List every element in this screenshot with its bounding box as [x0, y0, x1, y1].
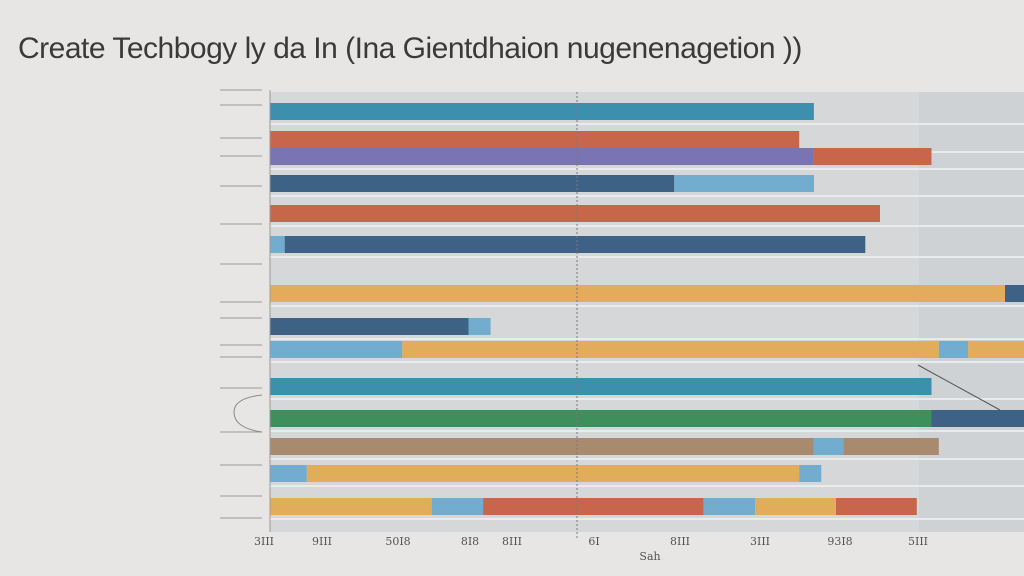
bar-segment — [270, 236, 285, 253]
bar-segment — [270, 285, 1005, 302]
x-tick-label: 8III — [670, 535, 690, 548]
bar-segment — [270, 131, 800, 148]
bar-segment — [483, 498, 704, 515]
bar-segment — [270, 438, 814, 455]
plot-panel-right — [919, 92, 1024, 532]
chart-title: Create Techbogy ly da In (Ina Gientdhaio… — [18, 32, 802, 65]
bar-segment — [270, 318, 469, 335]
bar-segment — [270, 148, 814, 165]
bar-segment — [270, 378, 932, 395]
bar-segment — [270, 465, 307, 482]
x-tick-label: 8III — [502, 535, 522, 548]
bar-segment — [813, 438, 844, 455]
bar-segment — [938, 341, 969, 358]
bar-segment — [284, 236, 866, 253]
x-tick-label: 3III — [254, 535, 274, 548]
x-tick-label: 50I8 — [385, 535, 410, 548]
bar-segment — [843, 438, 939, 455]
bar-segment — [836, 498, 917, 515]
x-tick-label: 5III — [908, 535, 928, 548]
bar-segment — [270, 498, 432, 515]
annotation-bracket — [233, 394, 263, 433]
x-tick-label: 8I8 — [461, 535, 479, 548]
bar-segment — [931, 410, 1024, 427]
bar-segment — [468, 318, 491, 335]
x-tick-label: 9III — [312, 535, 332, 548]
bar-segment — [270, 175, 675, 192]
bar-segment — [270, 341, 403, 358]
annotation-arrow — [917, 364, 1001, 411]
bars — [270, 103, 1024, 515]
bar-segment — [703, 498, 756, 515]
bar-segment — [813, 148, 932, 165]
x-tick-labels: 3III 9III 50I8 8I8 8III 6I 8III 3III 93I8 5III — [254, 535, 928, 548]
bar-segment — [306, 465, 800, 482]
bar-segment — [968, 341, 1024, 358]
x-tick-label: 6I — [588, 535, 599, 548]
bar-segment — [755, 498, 836, 515]
bar-segment — [799, 465, 822, 482]
bar-segment — [270, 205, 880, 222]
x-axis-label: Sah — [639, 550, 661, 563]
x-tick-label: 3III — [750, 535, 770, 548]
bar-segment — [402, 341, 939, 358]
bar-segment — [431, 498, 484, 515]
y-tick-labels — [220, 89, 262, 519]
bar-segment — [1005, 285, 1024, 302]
bar-segment — [270, 410, 932, 427]
x-tick-label: 93I8 — [827, 535, 852, 548]
bar-segment — [270, 103, 814, 120]
bar-segment — [674, 175, 814, 192]
